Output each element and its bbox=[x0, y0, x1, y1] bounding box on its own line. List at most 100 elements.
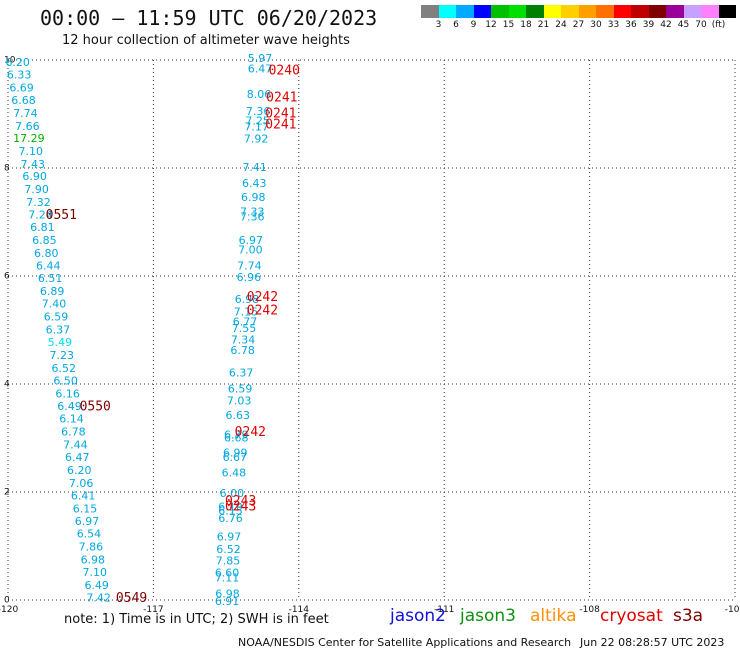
wave-height-label: 6.20 bbox=[5, 56, 30, 69]
wave-height-label: 7.92 bbox=[244, 132, 269, 145]
footer-timestamp: Jun 22 08:28:57 UTC 2023 bbox=[580, 636, 725, 649]
wave-height-label: 7.34 bbox=[231, 333, 256, 346]
wave-height-label: 6.98 bbox=[235, 293, 260, 306]
legend-swatch bbox=[613, 5, 631, 18]
wave-height-label: 6.97 bbox=[217, 530, 242, 543]
wave-height-label: 6.96 bbox=[237, 271, 262, 284]
satellite-altika: altika bbox=[530, 606, 577, 626]
time-label: 0242 bbox=[247, 304, 278, 319]
y-tick-label: 8 bbox=[4, 164, 10, 174]
wave-height-label: 7.03 bbox=[227, 394, 252, 407]
wave-height-label: 6.68 bbox=[224, 432, 249, 445]
time-label: 0549 bbox=[116, 591, 147, 606]
legend-swatch bbox=[438, 5, 456, 18]
wave-height-label: 6.50 bbox=[53, 374, 78, 387]
wave-height-label: 6.37 bbox=[46, 324, 71, 337]
satellite-s3a: s3a bbox=[673, 606, 704, 626]
wave-height-label: 7.41 bbox=[242, 161, 267, 174]
wave-height-label: 7.66 bbox=[15, 120, 40, 133]
time-label: 0242 bbox=[247, 290, 278, 305]
chart-title: 00:00 – 11:59 UTC 06/20/2023 bbox=[40, 6, 378, 30]
legend-label: 21 bbox=[537, 20, 550, 30]
y-tick-label: 4 bbox=[4, 380, 10, 390]
wave-height-label: 6.91 bbox=[215, 595, 240, 608]
x-tick-label: -111 bbox=[434, 605, 454, 615]
wave-height-label: 8.06 bbox=[247, 88, 272, 101]
satellite-jason3: jason3 bbox=[460, 606, 516, 626]
wave-height-label: 6.49 bbox=[57, 400, 82, 413]
x-tick-label: -120 bbox=[0, 605, 18, 615]
color-scale-legend: 3 6 9 12 15 18 21 24 27 30 33 36 39 42 45 70 (ft) bbox=[421, 5, 736, 32]
legend-label: 30 bbox=[590, 20, 602, 30]
wave-height-label: 6.48 bbox=[222, 467, 247, 480]
wave-height-label: 6.80 bbox=[34, 247, 59, 260]
legend-label: 6 bbox=[453, 20, 459, 30]
y-tick-label: 2 bbox=[4, 488, 10, 498]
wave-height-label: 7.86 bbox=[79, 541, 104, 554]
wave-height-label: 6.99 bbox=[223, 447, 248, 460]
wave-height-label: 6.15 bbox=[218, 504, 243, 517]
wave-height-label: 6.68 bbox=[11, 94, 36, 107]
units-note: note: 1) Time is in UTC; 2) SWH is in fe… bbox=[64, 612, 329, 627]
legend-swatch bbox=[508, 5, 526, 18]
wave-height-label: 6.49 bbox=[84, 579, 109, 592]
wave-height-label: 6.33 bbox=[7, 69, 32, 82]
legend-label: 33 bbox=[607, 20, 620, 30]
time-label: 0241 bbox=[265, 117, 296, 132]
time-label: 0241 bbox=[265, 107, 296, 122]
wave-height-label: 6.59 bbox=[44, 311, 69, 324]
satellite-jason2: jason2 bbox=[390, 606, 446, 626]
wave-height-label: 6.89 bbox=[40, 285, 65, 298]
wave-height-label: 7.43 bbox=[20, 158, 45, 171]
wave-height-label: 6.98 bbox=[241, 191, 266, 204]
wave-height-label: 6.90 bbox=[22, 170, 47, 183]
wave-height-label: 7.33 bbox=[240, 205, 265, 218]
legend-swatch bbox=[578, 5, 596, 18]
wave-height-label: 7.24 bbox=[28, 209, 53, 222]
legend-label: 36 bbox=[625, 20, 637, 30]
wave-height-label: 6.78 bbox=[230, 344, 255, 357]
legend-label: 9 bbox=[470, 20, 477, 30]
wave-height-label: 6.41 bbox=[71, 489, 96, 502]
legend-label: 24 bbox=[555, 20, 567, 30]
legend-swatch bbox=[421, 5, 439, 18]
legend-label: 12 bbox=[485, 20, 497, 30]
wave-height-label: 7.36 bbox=[240, 211, 265, 224]
x-tick-label: -117 bbox=[143, 605, 163, 615]
wave-height-label: 7.00 bbox=[238, 244, 263, 257]
y-tick-label: 6 bbox=[4, 272, 10, 282]
wave-height-label: 6.00 bbox=[220, 487, 245, 500]
x-tick-label: -105 bbox=[725, 605, 740, 615]
time-label: 0243 bbox=[225, 500, 256, 515]
wave-height-label: 7.42 bbox=[86, 591, 111, 604]
legend-swatch bbox=[701, 5, 719, 18]
legend-swatch bbox=[491, 5, 509, 18]
wave-height-label: 6.97 bbox=[239, 234, 264, 247]
legend-swatch bbox=[473, 5, 491, 18]
x-tick-label: -114 bbox=[289, 605, 310, 615]
time-label: 0241 bbox=[266, 90, 297, 105]
wave-height-label: 6.98 bbox=[81, 554, 106, 567]
legend-swatch bbox=[718, 5, 736, 18]
wave-height-label: 5.49 bbox=[48, 336, 73, 349]
wave-height-label: 6.67 bbox=[223, 451, 248, 464]
color-scale-swatches bbox=[421, 5, 736, 18]
wave-height-label: 6.59 bbox=[228, 382, 253, 395]
wave-height-label: 7.15 bbox=[234, 306, 259, 319]
wave-height-label: 7.11 bbox=[215, 571, 240, 584]
wave-height-label: 6.52 bbox=[216, 543, 241, 556]
x-tick-label: -108 bbox=[579, 605, 600, 615]
time-label: 0551 bbox=[46, 208, 77, 223]
legend-label: 42 bbox=[660, 20, 672, 30]
wave-height-label: 7.85 bbox=[216, 555, 241, 568]
wave-height-label: 7.44 bbox=[63, 439, 88, 452]
wave-height-label: 6.78 bbox=[61, 426, 86, 439]
wave-height-label: 7.32 bbox=[26, 196, 51, 209]
wave-height-label: 6.76 bbox=[218, 512, 243, 525]
time-label: 0550 bbox=[80, 400, 111, 415]
legend-swatch bbox=[456, 5, 474, 18]
wave-height-label: 6.47 bbox=[248, 63, 273, 76]
wave-height-label: 6.44 bbox=[36, 259, 61, 272]
wave-height-label: 7.17 bbox=[244, 121, 269, 134]
